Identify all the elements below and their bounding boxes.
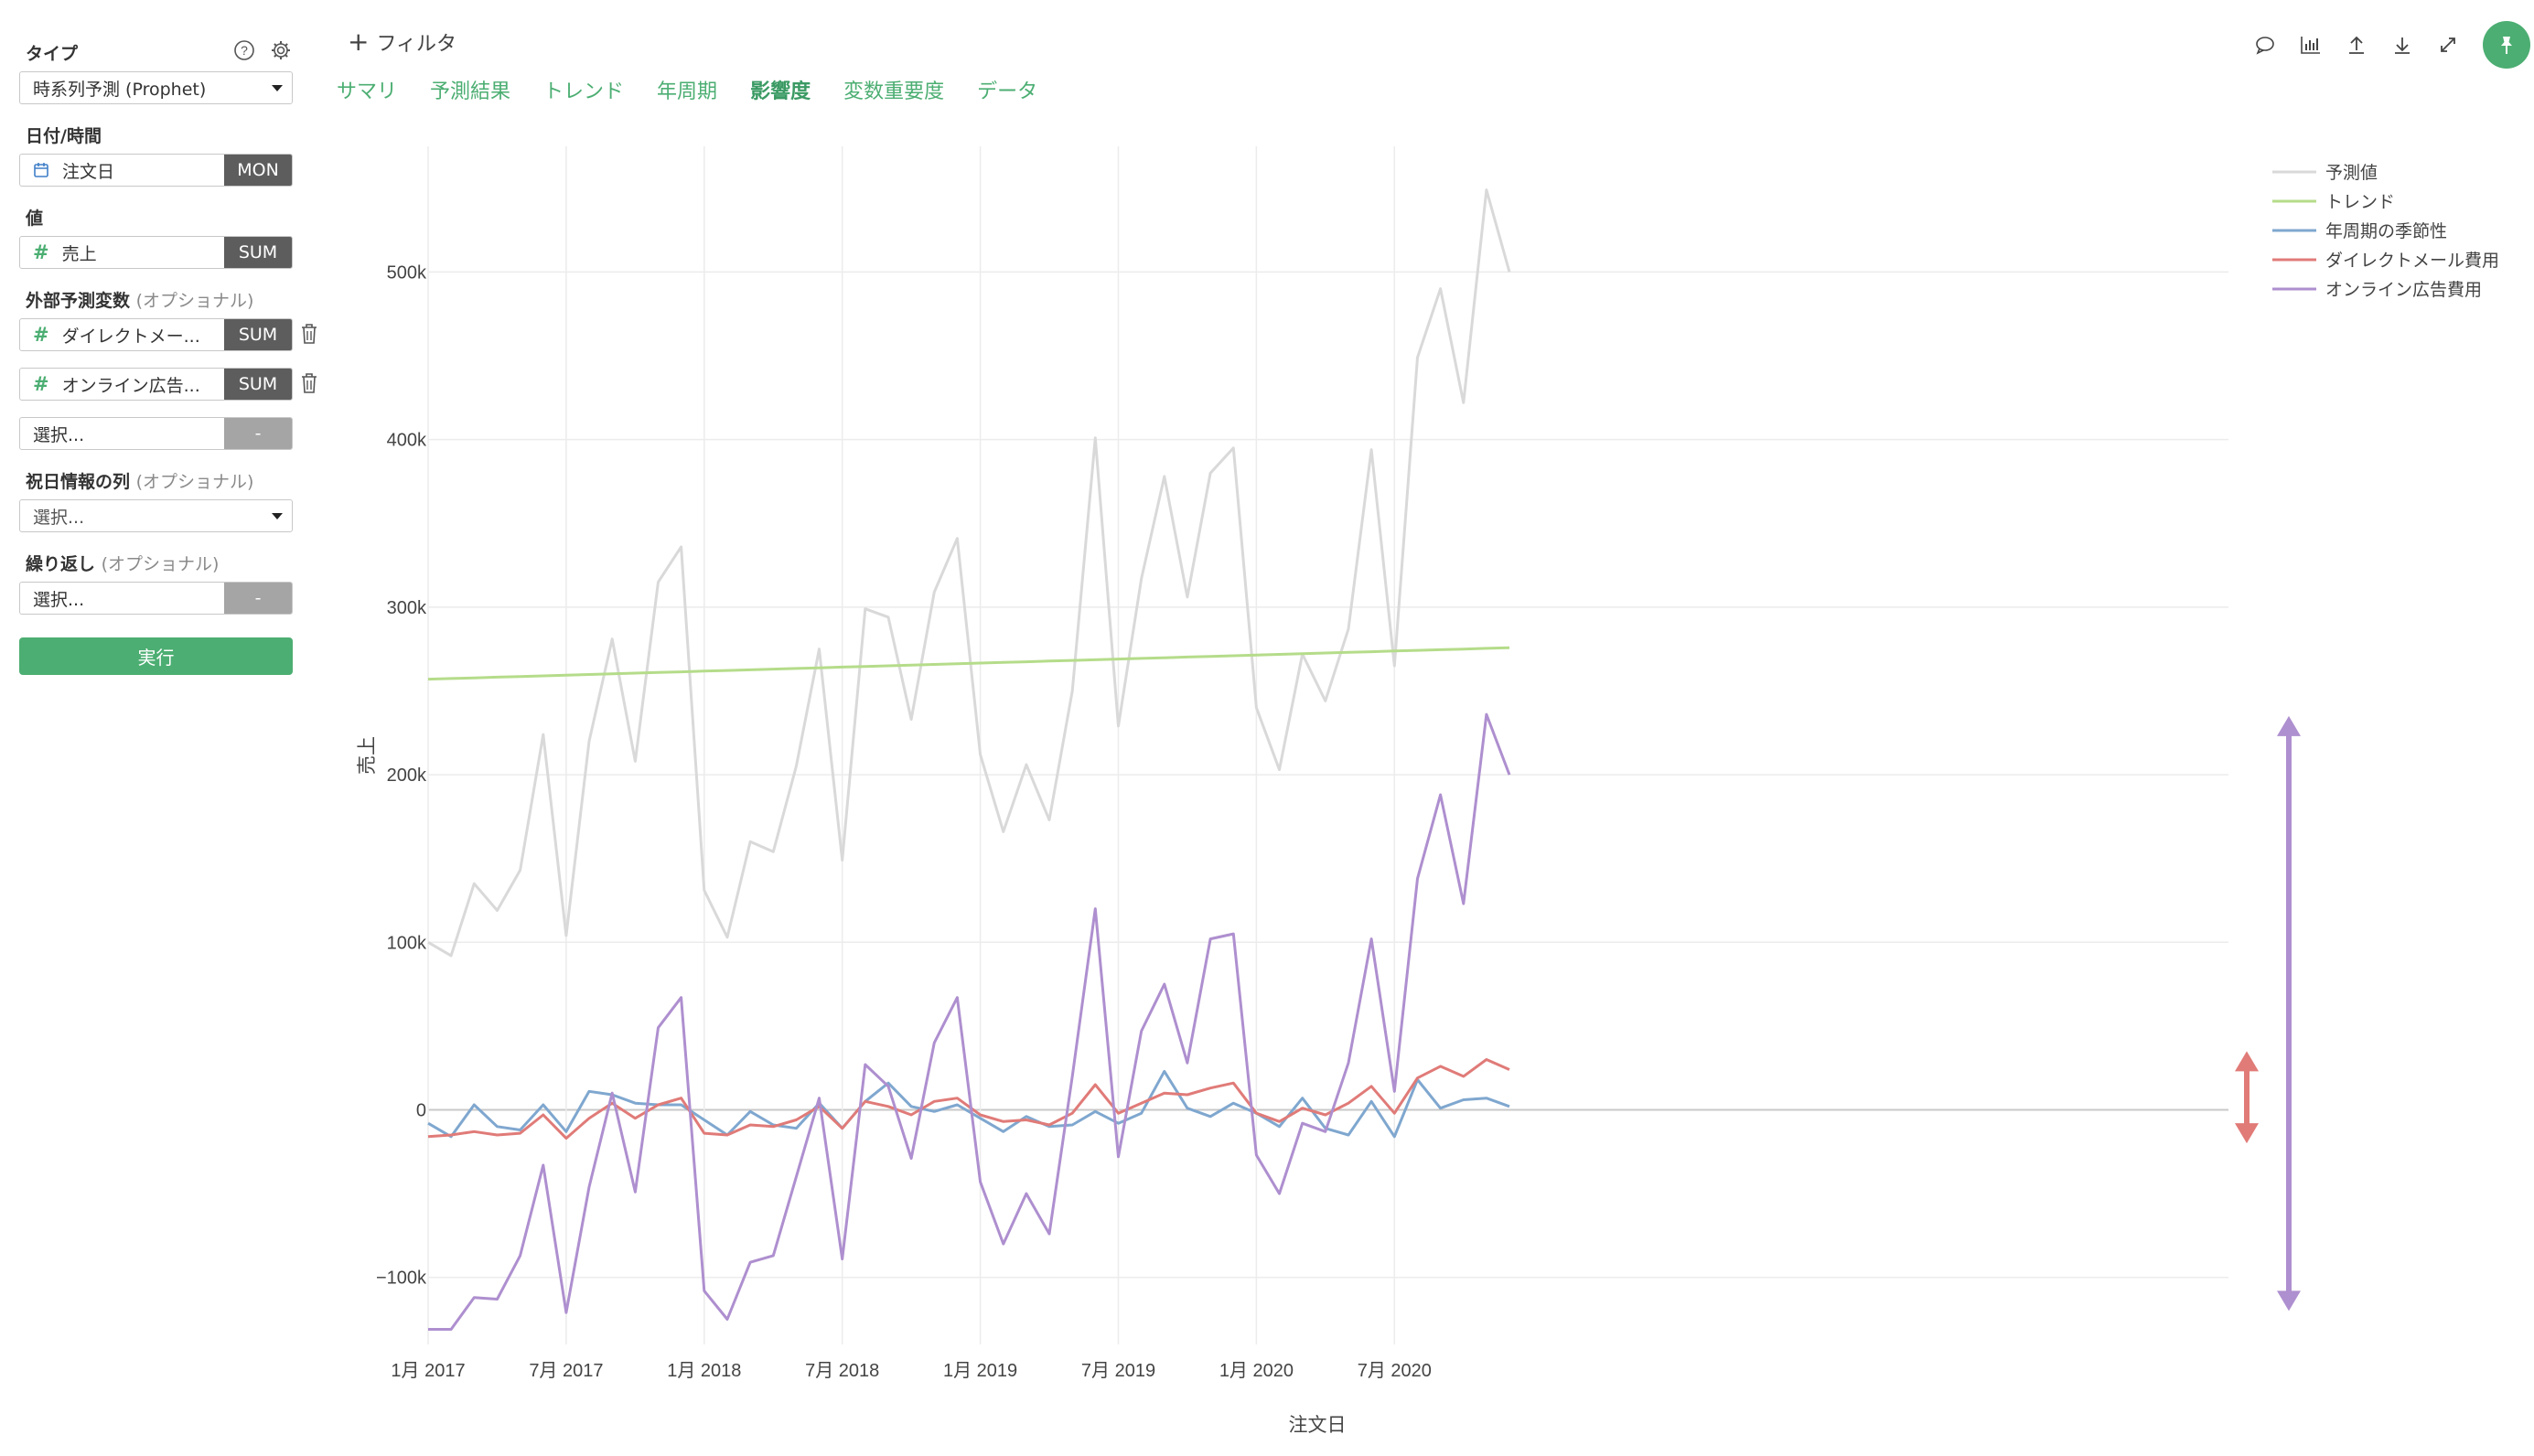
comment-icon[interactable] (2254, 34, 2276, 56)
legend-item-label: 年周期の季節性 (2325, 221, 2447, 241)
tab-summary[interactable]: サマリ (337, 80, 398, 103)
ext-var-name: オンライン広告... (61, 375, 200, 396)
repeat-label: 繰り返し (オプショナル) (26, 554, 220, 574)
series-lines (427, 188, 1511, 1331)
y-axis-title: 売上 (357, 736, 378, 775)
value-field-name: 売上 (61, 243, 97, 264)
date-field-name: 注文日 (62, 161, 115, 182)
tab-bar: サマリ 予測結果 トレンド 年周期 影響度 変数重要度 データ (337, 75, 1070, 104)
pin-icon (2501, 37, 2512, 54)
tab-yearly[interactable]: 年周期 (657, 80, 718, 103)
number-icon: # (33, 373, 49, 395)
plus-icon: + (348, 27, 370, 57)
type-select[interactable]: 時系列予測 (Prophet) (19, 71, 293, 104)
double-arrow-annotation (2277, 715, 2301, 1311)
trash-icon[interactable] (299, 371, 319, 395)
chart-icon[interactable] (2300, 34, 2322, 56)
y-tick-label: 400k (387, 431, 427, 451)
type-select-value: 時系列予測 (Prophet) (33, 79, 207, 100)
x-axis-title: 注文日 (1289, 1415, 1347, 1436)
ext-var-agg-button[interactable]: SUM (224, 369, 292, 400)
ext-var-select[interactable]: 選択... - (19, 417, 293, 450)
filter-label: フィルタ (376, 33, 457, 56)
y-tick-label: 300k (387, 598, 427, 618)
legend-item-label: ダイレクトメール費用 (2325, 251, 2499, 271)
caret-down-icon (272, 513, 283, 519)
repeat-agg: - (224, 583, 292, 614)
x-tick-label: 7月 2018 (805, 1361, 879, 1381)
caret-down-icon (272, 85, 283, 91)
svg-text:?: ? (241, 43, 248, 58)
number-icon: # (33, 241, 49, 263)
date-agg-button[interactable]: MON (224, 155, 292, 186)
settings-sidebar: タイプ ? 時系列予測 (Prophet) 日付/時間 注文日 MON 値 # 売… (0, 0, 317, 1456)
type-label: タイプ (26, 44, 79, 64)
value-field[interactable]: # 売上 SUM (19, 236, 293, 269)
gear-icon[interactable] (269, 38, 293, 62)
double-arrow-annotation (2235, 1051, 2259, 1144)
x-tick-label: 1月 2020 (1219, 1361, 1294, 1381)
ext-var-select-agg: - (224, 418, 292, 449)
ext-var-field[interactable]: # オンライン広告... SUM (19, 368, 293, 401)
holiday-placeholder: 選択... (33, 507, 85, 528)
expand-icon[interactable] (2437, 34, 2459, 56)
holiday-select[interactable]: 選択... (19, 499, 293, 532)
upload-icon[interactable] (2346, 34, 2368, 56)
ext-var-field[interactable]: # ダイレクトメー... SUM (19, 318, 293, 351)
series-line-1 (427, 646, 1510, 681)
add-filter-button[interactable]: + フィルタ (348, 27, 456, 57)
tab-variable-importance[interactable]: 変数重要度 (843, 80, 945, 103)
pin-button[interactable] (2483, 21, 2530, 69)
value-label: 値 (26, 209, 44, 229)
tab-data[interactable]: データ (977, 80, 1038, 103)
y-tick-label: 500k (387, 262, 427, 283)
trash-icon[interactable] (299, 322, 319, 346)
x-tick-label: 7月 2019 (1081, 1361, 1155, 1381)
value-agg-button[interactable]: SUM (224, 237, 292, 268)
x-tick-label: 1月 2018 (667, 1361, 741, 1381)
date-field[interactable]: 注文日 MON (19, 154, 293, 187)
x-tick-label: 7月 2020 (1358, 1361, 1432, 1381)
number-icon: # (33, 324, 49, 346)
repeat-select[interactable]: 選択... - (19, 582, 293, 615)
axis-ticks: −100k 0 100k 200k 300k 400k 500k 1月 2017 7月 2017… (376, 262, 1432, 1381)
ext-vars-label: 外部予測変数 (オプショナル) (26, 291, 254, 311)
repeat-placeholder: 選択... (33, 589, 85, 610)
tab-forecast-result[interactable]: 予測結果 (430, 80, 511, 103)
tab-impact[interactable]: 影響度 (750, 80, 811, 103)
tab-trend[interactable]: トレンド (543, 80, 625, 103)
calendar-icon (34, 163, 48, 177)
legend-item-label: オンライン広告費用 (2325, 280, 2482, 300)
series-line-3 (427, 1058, 1510, 1140)
y-tick-label: −100k (376, 1269, 427, 1289)
y-tick-label: 0 (416, 1100, 426, 1120)
series-line-4 (428, 712, 1511, 1331)
help-icon[interactable]: ? (232, 38, 256, 62)
series-line-2 (427, 1069, 1510, 1139)
holiday-label: 祝日情報の列 (オプショナル) (26, 472, 254, 492)
ext-var-placeholder: 選択... (33, 424, 85, 445)
date-label: 日付/時間 (26, 126, 102, 146)
series-line-0 (427, 188, 1511, 958)
toolbar (2254, 20, 2534, 70)
legend-item-label: 予測値 (2325, 163, 2378, 183)
y-tick-label: 100k (387, 933, 427, 953)
run-button[interactable]: 実行 (19, 637, 293, 675)
ext-var-name: ダイレクトメー... (61, 326, 200, 347)
x-tick-label: 1月 2017 (391, 1361, 465, 1381)
annotations (2235, 715, 2301, 1311)
download-icon[interactable] (2391, 34, 2413, 56)
x-tick-label: 7月 2017 (529, 1361, 603, 1381)
x-tick-label: 1月 2019 (943, 1361, 1017, 1381)
y-tick-label: 200k (387, 765, 427, 786)
grid-lines (427, 146, 2228, 1344)
legend-item-label: トレンド (2325, 193, 2395, 212)
ext-var-agg-button[interactable]: SUM (224, 319, 292, 350)
